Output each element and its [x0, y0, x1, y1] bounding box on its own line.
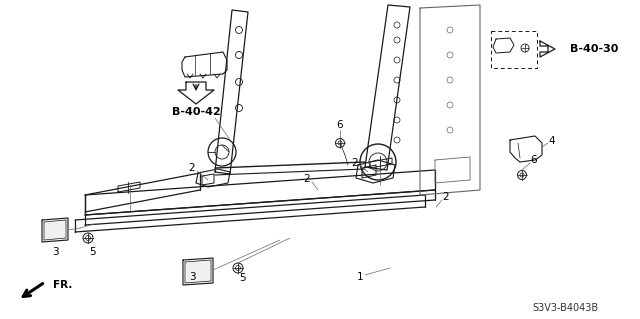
Text: 5: 5 — [239, 273, 245, 283]
Text: 3: 3 — [52, 247, 58, 257]
Text: B-40-30: B-40-30 — [570, 44, 618, 54]
Text: S3V3-B4043B: S3V3-B4043B — [532, 303, 598, 313]
Text: 1: 1 — [356, 272, 364, 282]
Text: 3: 3 — [189, 272, 195, 282]
Polygon shape — [183, 258, 213, 285]
Text: 6: 6 — [337, 120, 343, 130]
Text: 4: 4 — [548, 136, 556, 146]
Polygon shape — [42, 218, 68, 242]
Text: 2: 2 — [189, 163, 195, 173]
Text: 2: 2 — [352, 158, 358, 168]
Text: 5: 5 — [89, 247, 95, 257]
Polygon shape — [178, 82, 214, 104]
Text: 2: 2 — [443, 192, 449, 202]
Text: FR.: FR. — [53, 280, 72, 290]
Text: B-40-42: B-40-42 — [172, 107, 220, 117]
Text: 2: 2 — [304, 174, 310, 184]
Text: 6: 6 — [531, 155, 538, 165]
Polygon shape — [540, 41, 555, 57]
